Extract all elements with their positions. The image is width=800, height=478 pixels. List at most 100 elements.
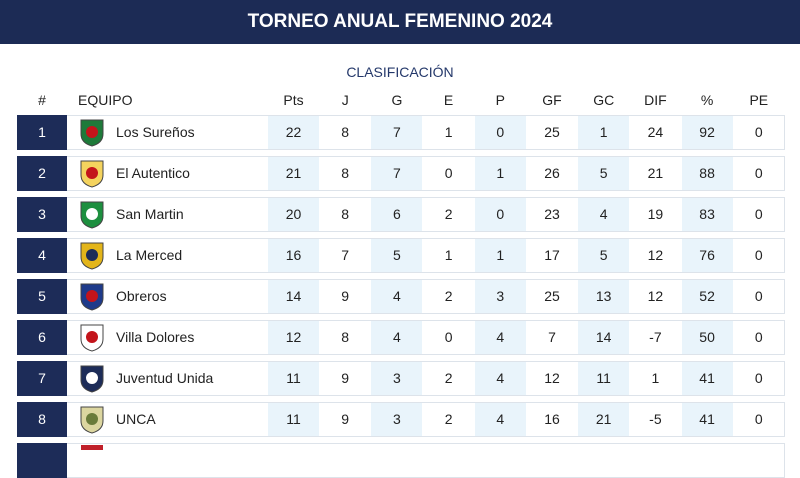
header-cell: J bbox=[341, 92, 349, 108]
stat-cell: 4 bbox=[474, 362, 526, 395]
stat-cell: 8 bbox=[341, 329, 350, 345]
stat-cell: 9 bbox=[341, 288, 350, 304]
stat-cell: 1 bbox=[444, 124, 453, 140]
stat-cell: 92 bbox=[681, 116, 733, 149]
stat-cell: 22 bbox=[268, 116, 319, 149]
stat-cell: 2 bbox=[444, 206, 453, 222]
header-cell: EQUIPO bbox=[78, 92, 133, 108]
stat-cell: 11 bbox=[268, 403, 319, 436]
rank: 8 bbox=[17, 402, 67, 437]
rank-box-partial bbox=[17, 443, 67, 478]
stat-cell: 21 bbox=[578, 403, 630, 436]
stat-cell: 16 bbox=[544, 411, 560, 427]
stat-cell: -7 bbox=[649, 329, 662, 345]
stat-cell: 1 bbox=[474, 157, 526, 190]
team-logo bbox=[80, 324, 104, 352]
header-cell: PE bbox=[749, 92, 769, 108]
team-logo bbox=[80, 119, 104, 147]
stat-cell: 0 bbox=[754, 411, 763, 427]
stat-cell: 16 bbox=[268, 239, 319, 272]
team-name: Juventud Unida bbox=[116, 370, 214, 386]
stat-cell: 5 bbox=[371, 239, 423, 272]
stat-cell: 4 bbox=[371, 321, 423, 354]
stat-cell: 24 bbox=[647, 124, 664, 140]
stat-cell: 13 bbox=[578, 280, 630, 313]
stat-cell: 19 bbox=[647, 206, 664, 222]
stat-cell: 2 bbox=[444, 288, 453, 304]
stat-cell: 23 bbox=[544, 206, 560, 222]
stat-cell: 9 bbox=[341, 370, 350, 386]
stat-cell: 5 bbox=[578, 239, 630, 272]
stat-cell: 4 bbox=[474, 403, 526, 436]
stat-cell: 12 bbox=[544, 370, 560, 386]
stat-cell: 0 bbox=[754, 206, 763, 222]
stat-cell: 0 bbox=[444, 165, 453, 181]
team-name: Los Sureños bbox=[116, 124, 195, 140]
stat-cell: 83 bbox=[681, 198, 733, 231]
header-cell: DIF bbox=[644, 92, 667, 108]
stat-cell: 14 bbox=[578, 321, 630, 354]
stat-cell: 14 bbox=[268, 280, 319, 313]
stat-cell: 41 bbox=[681, 362, 733, 395]
stat-cell: 76 bbox=[681, 239, 733, 272]
stat-cell: 1 bbox=[578, 116, 630, 149]
stat-cell: 25 bbox=[544, 288, 560, 304]
team-logo bbox=[80, 160, 104, 188]
stat-cell: 50 bbox=[681, 321, 733, 354]
rank: 4 bbox=[17, 238, 67, 273]
stat-cell: 3 bbox=[371, 362, 423, 395]
rank: 2 bbox=[17, 156, 67, 191]
team-logo bbox=[80, 201, 104, 229]
rank: 6 bbox=[17, 320, 67, 355]
stat-cell: 20 bbox=[268, 198, 319, 231]
stat-cell: 25 bbox=[544, 124, 560, 140]
stat-cell: 2 bbox=[444, 411, 453, 427]
header-cell: P bbox=[495, 92, 505, 108]
stat-cell: 21 bbox=[647, 165, 664, 181]
stat-cell: 4 bbox=[578, 198, 630, 231]
stat-cell: 0 bbox=[754, 329, 763, 345]
header-cell: G bbox=[391, 92, 403, 108]
team-logo bbox=[80, 406, 104, 434]
stat-cell: 12 bbox=[268, 321, 319, 354]
team-name: La Merced bbox=[116, 247, 183, 263]
stat-cell: 41 bbox=[681, 403, 733, 436]
stat-cell: 7 bbox=[371, 157, 423, 190]
title-bar: TORNEO ANUAL FEMENINO 2024 bbox=[0, 0, 800, 44]
team-logo bbox=[80, 365, 104, 393]
title: TORNEO ANUAL FEMENINO 2024 bbox=[247, 11, 553, 32]
team-logo bbox=[80, 283, 104, 311]
stat-cell: 3 bbox=[474, 280, 526, 313]
rank: 1 bbox=[17, 115, 67, 150]
stat-cell: 0 bbox=[444, 329, 453, 345]
stat-cell: 8 bbox=[341, 165, 350, 181]
header-cell: # bbox=[38, 92, 46, 108]
rank: 5 bbox=[17, 279, 67, 314]
team-name: Villa Dolores bbox=[116, 329, 195, 345]
stat-cell: 0 bbox=[754, 165, 763, 181]
rank: 7 bbox=[17, 361, 67, 396]
caption: CLASIFICACIÓN bbox=[346, 64, 454, 80]
team-name: UNCA bbox=[116, 411, 156, 427]
header-cell: GF bbox=[542, 92, 562, 108]
row-partial bbox=[17, 443, 785, 478]
stat-cell: 7 bbox=[371, 116, 423, 149]
stat-cell: 4 bbox=[474, 321, 526, 354]
stat-cell: -5 bbox=[649, 411, 662, 427]
stat-cell: 88 bbox=[681, 157, 733, 190]
stat-cell: 2 bbox=[444, 370, 453, 386]
header-cell: Pts bbox=[283, 92, 304, 108]
stat-cell: 11 bbox=[268, 362, 319, 395]
header-cell: % bbox=[700, 92, 714, 108]
header-cell: E bbox=[443, 92, 454, 108]
team-logo bbox=[80, 242, 104, 270]
stat-cell: 12 bbox=[647, 247, 664, 263]
stat-cell: 12 bbox=[647, 288, 664, 304]
stat-cell: 21 bbox=[268, 157, 319, 190]
header-cell: GC bbox=[593, 92, 615, 108]
stat-cell: 0 bbox=[754, 124, 763, 140]
stat-cell: 3 bbox=[371, 403, 423, 436]
stat-cell: 17 bbox=[544, 247, 560, 263]
stat-cell: 0 bbox=[474, 198, 526, 231]
